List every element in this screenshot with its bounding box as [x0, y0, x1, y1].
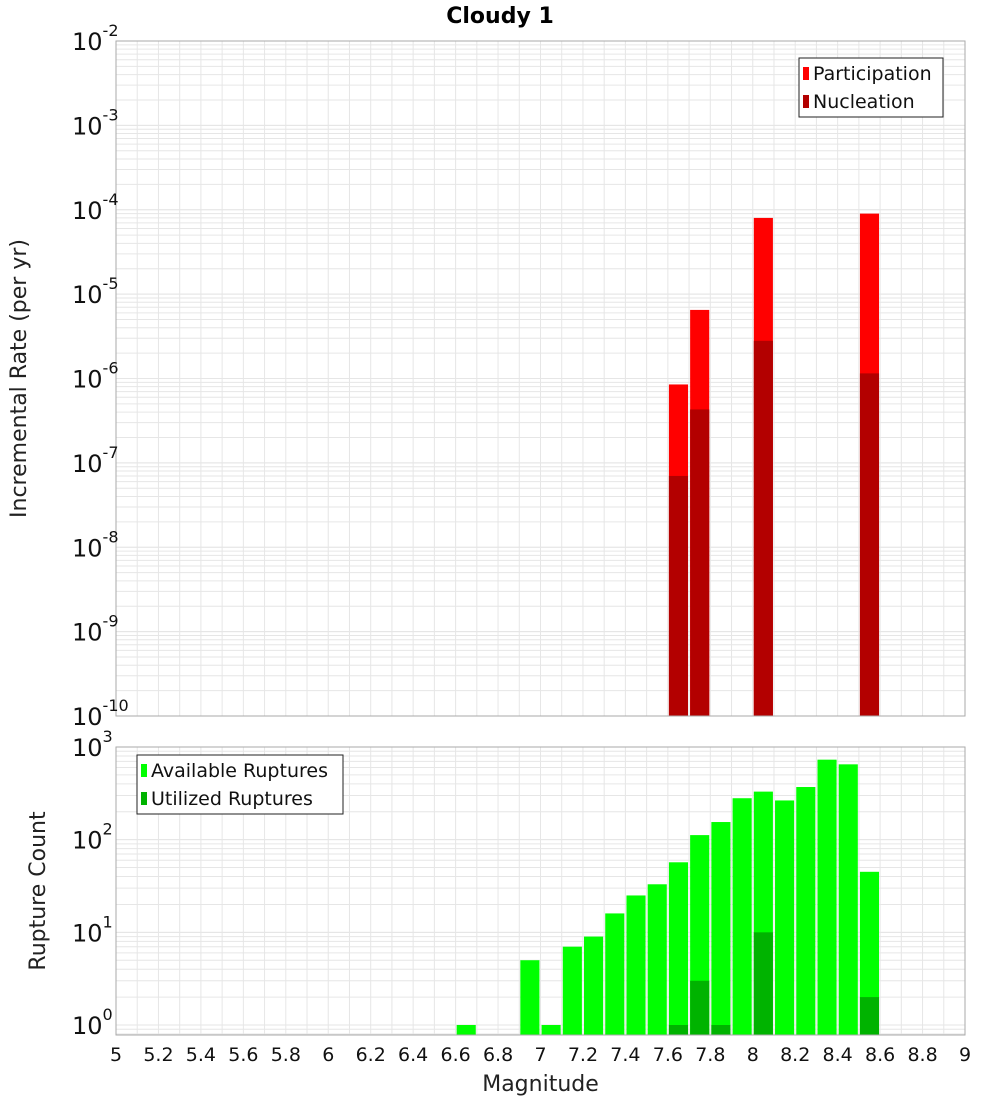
y-axis-label: Rupture Count [26, 811, 51, 971]
x-axis-label: Magnitude [482, 1072, 599, 1097]
bar-utilized-ruptures [668, 1025, 689, 1035]
x-tick-label: 5.6 [228, 1044, 258, 1066]
bar-available-ruptures [541, 1025, 561, 1035]
y-tick-label: 100 [72, 1005, 113, 1040]
x-tick-label: 6.8 [483, 1044, 513, 1066]
bar-available-ruptures [647, 884, 667, 1035]
bar-available-ruptures [584, 936, 604, 1035]
x-tick-label: 9 [959, 1044, 971, 1066]
x-tick-label: 8.6 [865, 1044, 895, 1066]
y-tick-label: 10-8 [72, 527, 119, 562]
x-tick-label: 7.6 [653, 1044, 683, 1066]
x-tick-label: 6.4 [398, 1044, 428, 1066]
bar-nucleation [690, 409, 710, 716]
y-tick-label: 10-3 [72, 105, 119, 140]
x-tick-label: 6.2 [356, 1044, 386, 1066]
legend-box [136, 754, 344, 815]
legend-label: Available Ruptures [151, 760, 328, 782]
x-tick-label: 7 [534, 1044, 546, 1066]
x-tick-label: 6 [322, 1044, 334, 1066]
x-tick-label: 7.4 [610, 1044, 640, 1066]
x-tick-label: 8.8 [907, 1044, 937, 1066]
bar-available-ruptures [711, 822, 731, 1035]
bar-utilized-ruptures [753, 932, 773, 1035]
x-tick-label: 8.4 [823, 1044, 853, 1066]
bar-available-ruptures [626, 895, 646, 1035]
legend-swatch [803, 95, 809, 108]
y-tick-label: 10-2 [72, 21, 119, 56]
y-tick-label: 10-10 [72, 696, 129, 731]
legend-label: Nucleation [813, 91, 915, 113]
bar-nucleation [668, 475, 689, 716]
x-tick-label: 6.6 [440, 1044, 470, 1066]
panel-2: 100 101 102 103 Rupture Count Available Ruptu… [26, 727, 971, 1097]
x-tick-label: 8.2 [780, 1044, 810, 1066]
bar-nucleation [859, 373, 880, 716]
legend-swatch [141, 792, 147, 805]
bar-available-ruptures [520, 960, 540, 1035]
y-tick-label: 10-4 [72, 190, 119, 225]
x-tick-label: 5 [110, 1044, 122, 1066]
bar-available-ruptures [732, 798, 752, 1035]
bar-nucleation [753, 340, 773, 716]
legend-label: Participation [813, 63, 932, 85]
x-tick-label: 5.4 [186, 1044, 216, 1066]
x-tick-label: 8 [747, 1044, 759, 1066]
y-tick-label: 10-7 [72, 443, 119, 478]
x-tick-label: 7.2 [568, 1044, 598, 1066]
bar-available-ruptures [838, 764, 858, 1035]
y-tick-label: 10-9 [72, 612, 119, 647]
y-tick-label: 10-6 [72, 359, 119, 394]
chart-title: Cloudy 1 [446, 4, 554, 29]
y-tick-label: 10-5 [72, 274, 119, 309]
legend: Participation Nucleation [798, 57, 944, 118]
bar-available-ruptures [775, 800, 795, 1035]
x-tick-label: 7.8 [695, 1044, 725, 1066]
x-tick-label: 5.2 [143, 1044, 173, 1066]
bar-available-ruptures [668, 862, 689, 1035]
legend-swatch [803, 67, 809, 80]
legend: Available Ruptures Utilized Ruptures [136, 754, 344, 815]
plot-frame [115, 40, 966, 717]
legend-box [798, 57, 944, 118]
y-tick-label: 102 [72, 820, 113, 855]
bar-available-ruptures [796, 787, 816, 1035]
bar-utilized-ruptures [711, 1025, 731, 1035]
x-tick-label: 5.8 [271, 1044, 301, 1066]
bar-available-ruptures [859, 871, 880, 1035]
bar-available-ruptures [817, 759, 837, 1035]
bar-available-ruptures [562, 946, 582, 1035]
bar-available-ruptures [456, 1025, 476, 1035]
y-tick-label: 103 [72, 727, 113, 762]
y-tick-label: 101 [72, 912, 113, 947]
bar-utilized-ruptures [859, 997, 880, 1035]
legend-label: Utilized Ruptures [151, 788, 313, 810]
panel-1: 10-10 10-9 10-8 10-7 10-6 10-5 10-4 10-3 10-2 Inc… [7, 21, 966, 731]
bar-available-ruptures [605, 913, 625, 1035]
bar-utilized-ruptures [690, 980, 710, 1035]
y-axis-label: Incremental Rate (per yr) [7, 239, 32, 518]
plot-frame [115, 746, 966, 1036]
legend-swatch [141, 764, 147, 777]
